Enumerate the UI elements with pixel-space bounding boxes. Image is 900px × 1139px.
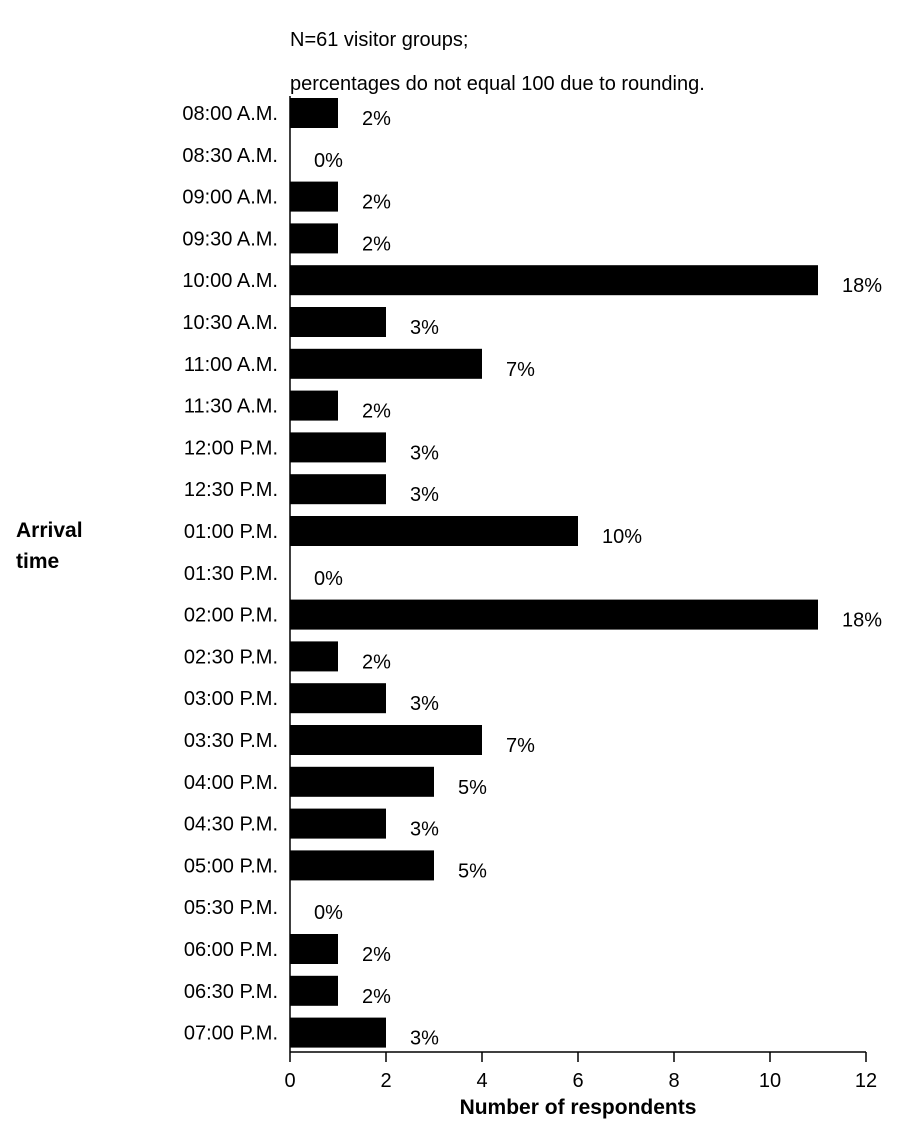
bar	[290, 1017, 386, 1048]
bar	[290, 307, 386, 337]
category-label: 10:30 A.M.	[182, 312, 278, 334]
bar	[290, 808, 386, 839]
data-label: 10%	[602, 526, 642, 548]
data-label: 2%	[362, 233, 391, 255]
data-label: 2%	[362, 651, 391, 673]
category-label: 07:00 P.M.	[184, 1023, 278, 1045]
y-axis-title: Arrival time	[16, 519, 88, 573]
bar	[290, 390, 338, 421]
category-label: 04:00 P.M.	[184, 772, 278, 794]
category-label: 01:00 P.M.	[184, 521, 278, 543]
x-tick-label: 0	[284, 1070, 295, 1092]
bar	[290, 850, 434, 881]
data-label: 2%	[362, 192, 391, 214]
bar	[290, 599, 818, 630]
bar	[290, 934, 338, 964]
data-label: 2%	[362, 986, 391, 1008]
x-axis-title: Number of respondents	[460, 1096, 697, 1119]
bar	[290, 181, 338, 212]
category-label: 06:00 P.M.	[184, 939, 278, 961]
data-label: 5%	[458, 777, 487, 799]
category-label: 02:30 P.M.	[184, 646, 278, 668]
bars-group	[290, 98, 818, 1048]
x-tick-label: 6	[572, 1070, 583, 1092]
x-tick-label: 12	[855, 1070, 877, 1092]
bar	[290, 975, 338, 1006]
bar	[290, 348, 482, 379]
x-tick-label: 2	[380, 1070, 391, 1092]
category-label: 01:30 P.M.	[184, 563, 278, 585]
data-label: 2%	[362, 108, 391, 130]
data-label: 7%	[506, 359, 535, 381]
category-label: 06:30 P.M.	[184, 981, 278, 1003]
category-label: 03:30 P.M.	[184, 730, 278, 752]
category-label: 11:30 A.M.	[184, 396, 278, 418]
bar	[290, 474, 386, 505]
category-label: 04:30 P.M.	[184, 814, 278, 836]
x-ticks-group: 0 2 4 6 8 10 12	[284, 1052, 877, 1092]
data-label: 3%	[410, 819, 439, 841]
category-labels-group: 08:00 A.M. 08:30 A.M. 09:00 A.M. 09:30 A.M.…	[182, 103, 278, 1045]
data-label: 2%	[362, 944, 391, 966]
category-label: 12:30 P.M.	[184, 479, 278, 501]
bar	[290, 516, 578, 546]
y-axis-title-line-1: Arrival	[16, 519, 83, 542]
data-label: 3%	[410, 442, 439, 464]
data-label: 0%	[314, 568, 343, 590]
category-label: 08:30 A.M.	[182, 145, 278, 167]
data-label: 3%	[410, 484, 439, 506]
bar	[290, 223, 338, 254]
data-label: 3%	[410, 1028, 439, 1050]
y-axis-title-line-2: time	[16, 550, 59, 573]
chart-note-sample-size: N=61 visitor groups;	[290, 29, 468, 51]
x-tick-label: 8	[668, 1070, 679, 1092]
bar	[290, 766, 434, 797]
bar	[290, 725, 482, 755]
category-label: 11:00 A.M.	[184, 354, 278, 376]
data-label: 7%	[506, 735, 535, 757]
category-label: 12:00 P.M.	[184, 437, 278, 459]
category-label: 08:00 A.M.	[182, 103, 278, 125]
data-label: 3%	[410, 317, 439, 339]
category-label: 09:00 A.M.	[182, 187, 278, 209]
category-label: 10:00 A.M.	[182, 270, 278, 292]
data-label: 5%	[458, 860, 487, 882]
x-tick-label: 10	[759, 1070, 781, 1092]
category-label: 05:30 P.M.	[184, 897, 278, 919]
data-label: 0%	[314, 150, 343, 172]
category-label: 05:00 P.M.	[184, 855, 278, 877]
data-label: 2%	[362, 401, 391, 423]
data-label: 18%	[842, 610, 882, 632]
data-label: 3%	[410, 693, 439, 715]
category-label: 09:30 A.M.	[182, 228, 278, 250]
bar	[290, 265, 818, 296]
x-tick-label: 4	[476, 1070, 487, 1092]
category-label: 03:00 P.M.	[184, 688, 278, 710]
bar	[290, 98, 338, 128]
data-label: 0%	[314, 902, 343, 924]
bar	[290, 641, 338, 672]
chart-note-rounding: percentages do not equal 100 due to roun…	[290, 73, 705, 95]
bar	[290, 683, 386, 714]
category-label: 02:00 P.M.	[184, 605, 278, 627]
data-label: 18%	[842, 275, 882, 297]
data-labels-group: 2% 0% 2% 2% 18% 3% 7% 2% 3% 3% 10% 0% 18% 2% 3% 7% 5% 3% 5…	[314, 108, 882, 1050]
bar	[290, 432, 386, 463]
